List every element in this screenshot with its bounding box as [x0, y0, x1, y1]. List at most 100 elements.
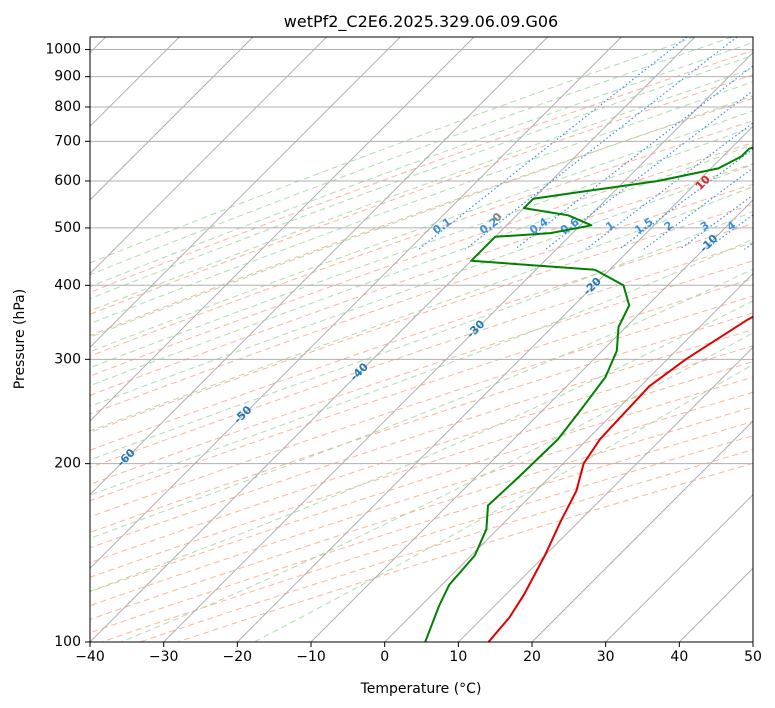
dry-adiabat-line — [90, 50, 753, 293]
dry-adiabat-line — [90, 295, 753, 518]
profile-series — [424, 146, 753, 642]
y-tick-label: 100 — [54, 634, 81, 650]
isotherm-line — [90, 37, 696, 642]
moist-adiabat-line — [90, 54, 753, 300]
pressure-gridlines — [90, 49, 753, 642]
y-tick-label: 1000 — [45, 42, 81, 58]
y-tick-label: 700 — [54, 133, 81, 149]
dry-adiabat-line — [90, 312, 753, 533]
isotherm-line — [531, 420, 753, 642]
y-tick-label: 500 — [54, 220, 81, 236]
x-tick-label: 50 — [744, 649, 762, 665]
y-tick-label: 200 — [54, 456, 81, 472]
x-tick-label: −30 — [149, 649, 179, 665]
moist-adiabat-line — [120, 332, 753, 642]
y-axis-label: Pressure (hPa) — [12, 289, 28, 389]
moist-adiabat-line — [90, 186, 753, 432]
moist-adiabat-line — [90, 238, 753, 496]
mixing-ratio-line — [585, 122, 753, 250]
isotherm-line — [90, 37, 622, 570]
moist-adiabat-line — [90, 41, 753, 288]
dry-adiabat-line — [90, 223, 753, 451]
mixing-ratio-label: 1.5 — [632, 215, 655, 237]
isotherm-label: -40 — [348, 360, 371, 383]
y-axis-ticks: 1000 900 800 700 600 500 400 300 200 100 — [45, 42, 90, 650]
isotherm-line — [678, 567, 753, 642]
dry-adiabat-line — [90, 183, 753, 415]
chart-title: wetPf2_C2E6.2025.329.06.09.G06 — [284, 12, 558, 32]
x-tick-label: −20 — [223, 649, 253, 665]
moist-adiabat-line — [90, 126, 753, 369]
moist-adiabat-line — [90, 67, 753, 312]
mixing-ratio-label: 4 — [725, 218, 739, 233]
y-tick-label: 900 — [54, 69, 81, 85]
dry-adiabat-line — [90, 391, 753, 607]
mixing-ratio-label: 6 — [763, 218, 775, 233]
isotherm-line — [90, 37, 254, 201]
isotherm-line — [90, 37, 475, 422]
x-tick-label: −10 — [296, 649, 326, 665]
dry-adiabat-line — [90, 278, 753, 502]
dry-adiabat-line — [90, 74, 753, 315]
mixing-ratio-line — [464, 37, 738, 250]
moist-adiabats — [90, 37, 753, 642]
dry-adiabat-line — [90, 120, 753, 357]
mixing-ratio-line — [618, 148, 753, 250]
dry-adiabat-line — [90, 163, 753, 396]
y-tick-label: 300 — [54, 351, 81, 367]
dry-adiabat-line — [90, 376, 753, 593]
isotherm-line — [163, 51, 753, 642]
isotherm-line — [90, 37, 401, 349]
mixing-ratio-line — [679, 194, 753, 250]
x-tick-label: 20 — [523, 649, 541, 665]
isotherm-line — [310, 199, 753, 642]
isotherm-line — [457, 346, 753, 642]
dry-adiabat-line — [90, 361, 753, 578]
mixing-ratio-label: 3 — [698, 219, 712, 234]
mixing-ratio-lines — [418, 37, 753, 250]
y-tick-label: 800 — [54, 99, 81, 115]
isotherm-line — [605, 493, 753, 642]
dry-adiabat-line — [90, 203, 753, 433]
isotherm-line — [90, 37, 328, 275]
moist-adiabat-line — [90, 95, 753, 338]
isotherms — [90, 37, 753, 642]
moist-adiabat-label: 10 — [693, 173, 713, 193]
line-labels: -100-90-80-70-60-50-40-30-20-100.10.20.4… — [0, 173, 775, 512]
moist-adiabat-line — [90, 144, 753, 387]
isotherm-line — [752, 641, 753, 642]
x-tick-label: −40 — [75, 649, 105, 665]
moist-adiabat-line — [90, 268, 753, 539]
isotherm-line — [384, 272, 753, 642]
moist-adiabat-line — [90, 210, 753, 461]
dry-adiabat-line — [90, 241, 753, 469]
dry-adiabat-line — [90, 345, 753, 564]
mixing-ratio-line — [545, 89, 753, 250]
x-tick-label: 0 — [380, 649, 389, 665]
y-tick-label: 400 — [54, 277, 81, 293]
dry-adiabat-line — [90, 97, 753, 337]
dry-adiabats — [90, 50, 753, 642]
x-tick-label: 10 — [449, 649, 467, 665]
isotherm-label: -70 — [0, 489, 22, 512]
y-tick-label: 600 — [54, 173, 81, 189]
isotherm-line — [90, 37, 549, 496]
moist-adiabat-line — [90, 81, 753, 325]
plot-frame — [89, 36, 754, 643]
mixing-ratio-line — [418, 37, 688, 250]
moist-adiabat-line — [90, 110, 753, 353]
dry-adiabat-line — [101, 435, 753, 642]
moist-adiabat-line — [90, 37, 696, 264]
x-axis-label: Temperature (°C) — [360, 681, 482, 697]
x-tick-label: 30 — [597, 649, 615, 665]
isotherm-line — [236, 125, 753, 642]
dewpoint-profile-line — [424, 146, 753, 642]
temperature-profile-line — [487, 315, 753, 642]
isotherm-label: -60 — [115, 446, 138, 469]
moist-adiabat-line — [90, 163, 753, 407]
x-axis-ticks: −40 −30 −20 −10 0 10 20 30 40 50 — [75, 642, 762, 665]
dry-adiabat-line — [90, 142, 753, 377]
dry-adiabat-line — [90, 329, 753, 549]
mixing-ratio-label: 2 — [662, 219, 676, 234]
